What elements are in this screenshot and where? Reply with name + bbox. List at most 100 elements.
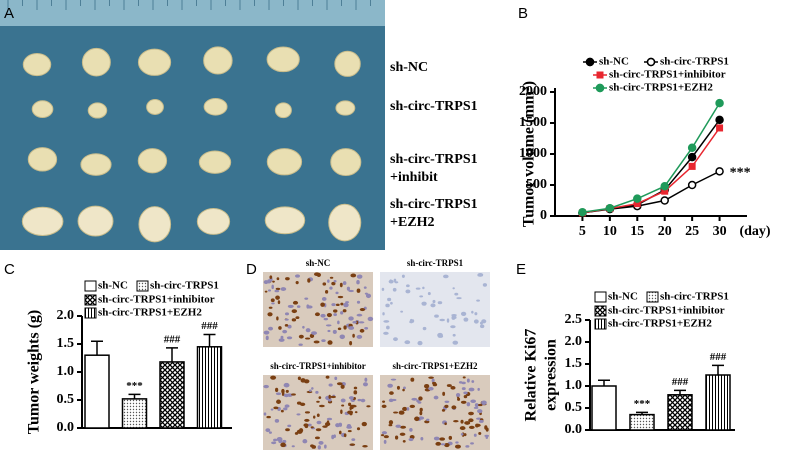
nucleus	[349, 406, 352, 411]
nucleus	[343, 302, 349, 308]
nucleus	[296, 305, 301, 308]
tumor	[266, 148, 303, 176]
nucleus	[423, 383, 430, 389]
nucleus	[452, 287, 455, 290]
point	[578, 208, 587, 217]
point	[688, 162, 696, 170]
point	[687, 152, 697, 162]
nucleus	[278, 338, 285, 342]
nucleus	[345, 301, 350, 304]
error-bar	[598, 379, 610, 386]
point	[716, 124, 724, 132]
series-line	[582, 127, 721, 214]
nucleus	[432, 381, 437, 385]
nucleus	[329, 286, 333, 290]
nucleus	[419, 407, 423, 412]
nucleus	[363, 286, 367, 289]
nucleus	[482, 283, 488, 287]
nucleus	[285, 428, 290, 432]
nucleus	[452, 340, 459, 345]
nucleus	[316, 272, 322, 277]
nucleus	[356, 300, 361, 304]
panel-letter: E	[516, 261, 526, 278]
nucleus	[271, 441, 277, 445]
error-bar	[91, 340, 103, 356]
nucleus	[282, 329, 288, 334]
nucleus	[468, 418, 474, 423]
nucleus	[381, 404, 387, 409]
nucleus	[362, 445, 368, 448]
nucleus	[393, 278, 397, 283]
legend-marker	[585, 57, 595, 67]
point	[660, 196, 669, 205]
legend-label: sh-NC	[98, 280, 128, 292]
nucleus	[389, 279, 392, 283]
nucleus	[400, 310, 404, 313]
nucleus	[481, 319, 487, 324]
nucleus	[448, 435, 453, 440]
nucleus	[291, 393, 296, 396]
y-tick-label: 1.0	[565, 378, 583, 393]
point	[605, 204, 615, 213]
nucleus	[461, 381, 466, 385]
bar	[629, 413, 655, 431]
row-label: sh-circ-TRPS1	[390, 99, 478, 114]
y-tick-label: 0	[540, 208, 547, 223]
nucleus	[364, 377, 368, 382]
nucleus	[443, 274, 449, 279]
annotation: ###	[672, 376, 689, 388]
nucleus	[356, 427, 361, 431]
panel-letter: A	[4, 5, 14, 22]
nucleus	[387, 383, 393, 388]
nucleus	[300, 378, 306, 383]
nucleus	[272, 280, 275, 283]
y-axis-title: Tumor weights (g)	[26, 310, 43, 434]
nucleus	[478, 432, 482, 435]
nucleus	[313, 415, 316, 419]
nucleus	[405, 289, 411, 294]
nucleus	[267, 312, 273, 317]
nucleus	[332, 329, 337, 334]
nucleus	[305, 328, 311, 333]
legend-label: sh-circ-TRPS1	[150, 280, 219, 292]
nucleus	[464, 421, 471, 425]
nucleus	[391, 398, 397, 402]
nucleus	[444, 442, 450, 448]
nucleus	[343, 325, 347, 330]
nucleus	[356, 274, 363, 279]
legend-label: sh-circ-TRPS1+EZH2	[608, 318, 712, 330]
nucleus	[485, 427, 489, 432]
nucleus	[306, 305, 313, 309]
point	[633, 194, 642, 203]
nucleus	[339, 334, 345, 340]
nucleus	[444, 400, 450, 404]
nucleus	[437, 332, 443, 338]
row-label: sh-circ-TRPS1	[390, 152, 478, 167]
nucleus	[450, 325, 456, 329]
tumor	[274, 102, 292, 119]
nucleus	[473, 319, 479, 324]
bar	[667, 394, 693, 431]
nucleus	[304, 411, 311, 414]
nucleus	[451, 405, 457, 410]
nucleus	[439, 318, 445, 322]
nucleus	[406, 284, 410, 288]
nucleus	[342, 281, 347, 286]
nucleus	[388, 420, 394, 425]
nucleus	[362, 382, 368, 387]
error-bar	[712, 364, 724, 375]
tumor	[334, 50, 361, 77]
nucleus	[461, 387, 466, 391]
y-tick-label: 1.5	[57, 336, 75, 351]
nucleus	[327, 340, 333, 345]
nucleus	[292, 300, 299, 305]
nucleus	[317, 445, 321, 450]
nucleus	[268, 306, 273, 309]
nucleus	[442, 391, 446, 396]
nucleus	[473, 406, 479, 409]
panel-letter: D	[246, 261, 257, 278]
bar	[196, 346, 223, 429]
nucleus	[263, 412, 267, 416]
nucleus	[466, 402, 471, 407]
nucleus	[322, 425, 328, 428]
